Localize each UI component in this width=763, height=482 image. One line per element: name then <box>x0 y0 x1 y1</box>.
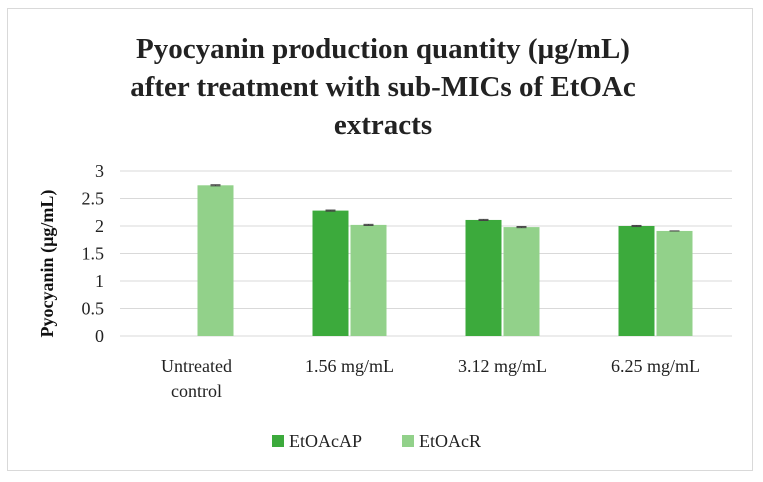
legend: EtOAcAP EtOAcR <box>272 431 481 451</box>
chart-title: Pyocyanin production quantity (µg/mL) af… <box>60 30 706 144</box>
y-tick-label: 2 <box>95 216 104 236</box>
y-tick-label: 2.5 <box>82 189 105 209</box>
x-tick-label: 1.56 mg/mL <box>305 356 394 376</box>
x-axis-ticks: Untreated control 1.56 mg/mL 3.12 mg/mL 6.25… <box>161 356 700 401</box>
legend-label-etoacap: EtOAcAP <box>289 431 362 451</box>
chart-title-line-2: after treatment with sub-MICs of EtOAc <box>130 71 636 103</box>
y-tick-label: 0.5 <box>82 299 105 319</box>
x-tick-label: 3.12 mg/mL <box>458 356 547 376</box>
bar-etoacap <box>312 210 349 336</box>
y-axis-ticks: 0 0.5 1 1.5 2 2.5 3 <box>82 161 105 346</box>
y-axis-label: Pyocyanin (µg/mL) <box>37 190 58 338</box>
x-tick-label: Untreated <box>161 356 232 376</box>
legend-swatch-etoacr <box>402 435 414 447</box>
x-tick-label: 6.25 mg/mL <box>611 356 700 376</box>
bar-etoacap <box>465 219 502 336</box>
y-tick-label: 3 <box>95 161 104 181</box>
bars <box>197 184 693 336</box>
bar-etoacr <box>503 227 540 336</box>
bar-etoacr <box>197 185 234 336</box>
x-tick-label: control <box>171 381 222 401</box>
bar-etoacr <box>350 224 387 336</box>
bar-etoacr <box>656 230 693 336</box>
y-tick-label: 1 <box>95 271 104 291</box>
y-tick-label: 0 <box>95 326 104 346</box>
chart-title-line-1: Pyocyanin production quantity (µg/mL) <box>136 33 630 65</box>
chart-title-line-3: extracts <box>333 109 433 141</box>
y-tick-label: 1.5 <box>82 244 105 264</box>
legend-swatch-etoacap <box>272 435 284 447</box>
legend-label-etoacr: EtOAcR <box>419 431 481 451</box>
bar-etoacap <box>618 226 655 336</box>
